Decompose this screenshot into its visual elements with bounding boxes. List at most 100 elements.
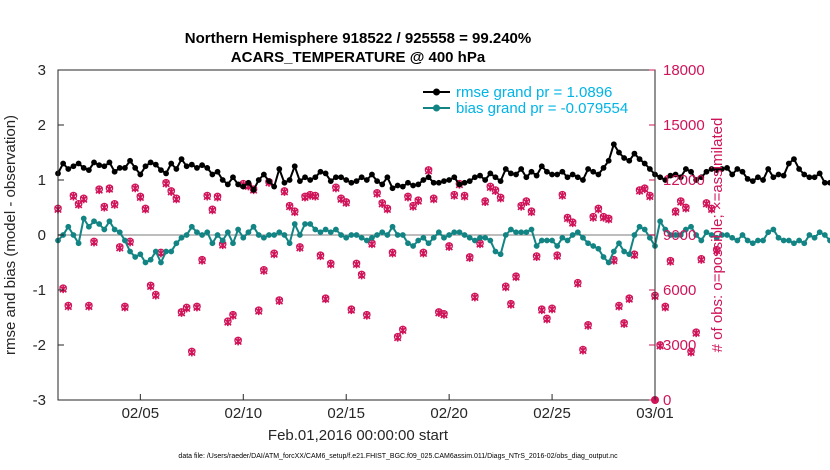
rmse-point (322, 170, 329, 177)
obs-assimilated-point (383, 205, 392, 214)
bias-point (616, 240, 622, 247)
rmse-point (245, 179, 252, 186)
obs-assimilated-point (290, 208, 299, 217)
rmse-point (106, 159, 113, 166)
rmse-point (544, 168, 550, 175)
rmse-point (492, 174, 499, 181)
obs-assimilated-point (697, 255, 706, 264)
rmse-point (708, 166, 715, 172)
rmse-point (564, 174, 571, 181)
rmse-point (230, 174, 236, 181)
obs-assimilated-point (429, 195, 438, 204)
bias-point (590, 243, 597, 249)
bias-point (343, 234, 350, 241)
rmse-point (96, 162, 103, 169)
bias-point (168, 248, 175, 255)
bias-point (688, 223, 694, 230)
x-axis: 02/05 02/10 02/15 02/20 02/25 03/01 (122, 394, 674, 422)
rmse-point (626, 157, 633, 164)
bias-point (626, 251, 633, 258)
x-axis-label: Feb.01,2016 00:00:00 start (268, 427, 449, 444)
rmse-point (760, 177, 766, 183)
y-left-tick-label: 3 (38, 62, 46, 79)
y-left-tick-label: -3 (33, 392, 46, 409)
obs-assimilated-point (584, 321, 592, 330)
y-right-tick-label: 9000 (663, 227, 696, 244)
rmse-point (250, 187, 257, 193)
x-tick-label: 02/25 (533, 405, 571, 422)
obs-assimilated-point (316, 252, 325, 261)
bias-point (348, 232, 355, 238)
obs-assimilated-point (604, 215, 613, 224)
bias-point (235, 226, 242, 233)
bias-point (744, 237, 751, 244)
obs-assimilated-point (481, 198, 489, 206)
rmse-point (147, 159, 154, 166)
rmse-point (327, 178, 334, 185)
rmse-point (785, 160, 792, 167)
bias-point (353, 232, 360, 238)
obs-assimilated-point (661, 303, 670, 312)
obs-assimilated-point (491, 187, 500, 195)
bias-point (399, 232, 406, 238)
obs-assimilated-point (496, 194, 505, 203)
rmse-point (734, 166, 741, 172)
rmse-point (276, 166, 283, 172)
rmse-point (719, 166, 725, 172)
obs-assimilated-point (198, 256, 206, 265)
bias-point (312, 226, 319, 233)
bias-point (682, 226, 689, 233)
rmse-point (307, 177, 314, 183)
bias-point (430, 234, 437, 241)
rmse-point (394, 182, 401, 189)
obs-assimilated-point (465, 253, 474, 262)
bias-point (230, 240, 236, 247)
bias-point (765, 229, 772, 236)
obs-assimilated-point (136, 193, 145, 202)
rmse-point (497, 178, 504, 185)
rmse-point (811, 174, 818, 181)
bias-point (245, 229, 252, 236)
bias-point (307, 221, 314, 227)
obs-assimilated-point (373, 189, 381, 198)
rmse-point (518, 166, 525, 172)
bias-point (266, 232, 272, 238)
bias-point (410, 243, 417, 249)
obs-assimilated-point (507, 300, 515, 309)
obs-assimilated-point (208, 206, 217, 215)
bias-point (147, 256, 154, 263)
bias-point (255, 232, 262, 238)
obs-assimilated-point (59, 285, 67, 294)
bias-point (420, 234, 427, 241)
bias-point (415, 237, 422, 244)
rmse-point (137, 171, 144, 178)
bias-point (549, 237, 555, 244)
obs-assimilated-point (712, 246, 721, 255)
chart-title-line2: ACARS_TEMPERATURE @ 400 hPa (231, 49, 486, 66)
obs-assimilated-point (646, 192, 654, 201)
rmse-point (379, 181, 386, 188)
bias-point (796, 237, 803, 244)
obs-assimilated-point (440, 310, 448, 319)
bias-point (487, 237, 494, 244)
rmse-point (791, 156, 797, 163)
obs-assimilated-point (527, 208, 536, 217)
obs-assimilated-point (579, 346, 587, 355)
rmse-point (595, 171, 602, 178)
bias-point (338, 232, 344, 238)
rmse-point (446, 177, 453, 183)
obs-assimilated-point (666, 257, 675, 266)
rmse-point (600, 165, 607, 171)
bias-point (791, 240, 797, 247)
bias-point (435, 229, 442, 236)
rmse-point (507, 170, 514, 177)
rmse-point (616, 149, 622, 156)
bias-point (327, 229, 334, 236)
bias-point (734, 237, 741, 244)
rmse-point (441, 178, 447, 185)
bias-point (425, 240, 432, 247)
y-left-tick-label: 0 (38, 227, 46, 244)
obs-assimilated-point (146, 282, 155, 291)
bias-point (770, 226, 777, 233)
bias-point (523, 229, 530, 236)
